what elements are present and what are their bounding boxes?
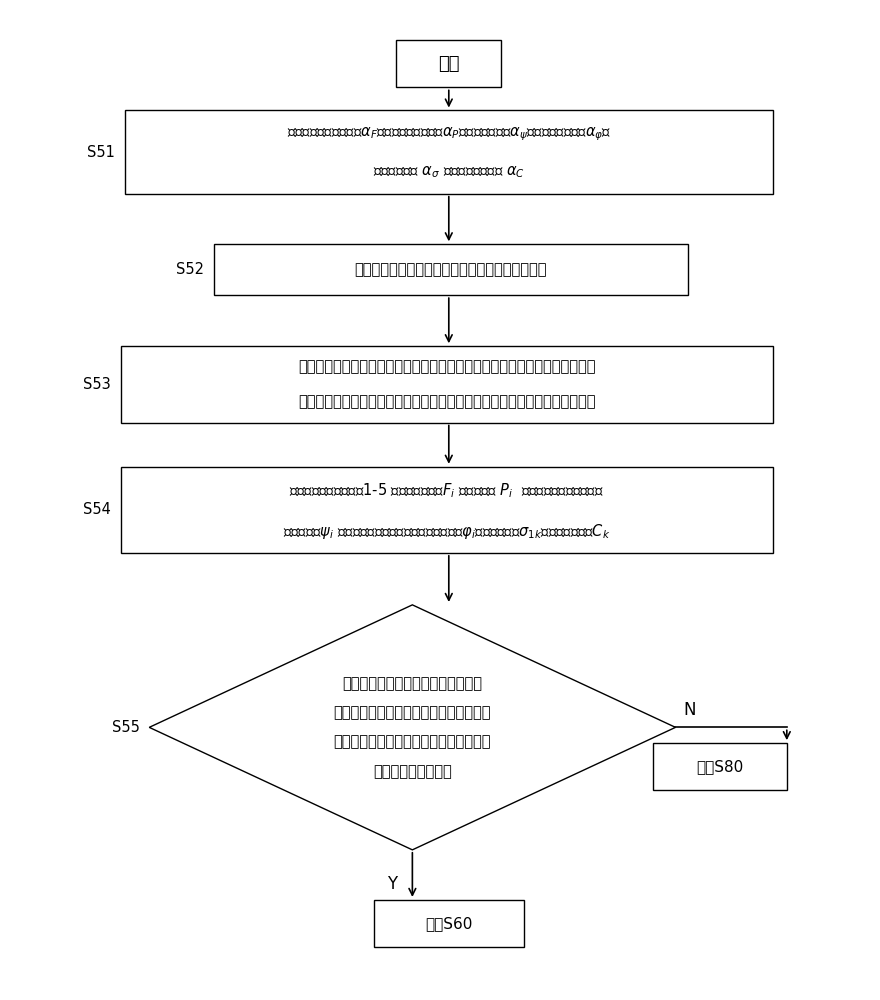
Text: 数打滑因子$\psi_i$ 、用于表述热滑伤的特征参数滑伤指数$\varphi_i$、成品板形值$\sigma_{1k}$、成品板凸度值$C_k$: 数打滑因子$\psi_i$ 、用于表述热滑伤的特征参数滑伤指数$\varphi_… <box>283 522 611 541</box>
Polygon shape <box>150 605 676 850</box>
Text: Y: Y <box>387 875 397 893</box>
Text: 开始: 开始 <box>438 55 459 73</box>
Bar <box>125 110 773 194</box>
Text: 定义轧制压力安全系数$\alpha_F$、轧制功率安全系数$\alpha_P$、打滑安全系数$\alpha_\psi$、热滑伤安全系数$\alpha_\varp: 定义轧制压力安全系数$\alpha_F$、轧制功率安全系数$\alpha_P$、… <box>287 126 611 143</box>
Bar <box>121 346 773 423</box>
Text: N: N <box>684 701 696 719</box>
Text: 步骤S60: 步骤S60 <box>425 916 473 931</box>
Text: 板形偏差系数 $\alpha_\sigma$ 、板凸度偏差系数 $\alpha_C$: 板形偏差系数 $\alpha_\sigma$ 、板凸度偏差系数 $\alpha_… <box>373 164 524 180</box>
Text: S51: S51 <box>87 145 115 160</box>
Bar <box>121 467 773 553</box>
Text: 度的实际值与理论值的比较，得出考虑到现场来料波动等因素给定的安全系数: 度的实际值与理论值的比较，得出考虑到现场来料波动等因素给定的安全系数 <box>298 394 596 410</box>
Text: S52: S52 <box>176 262 204 277</box>
Text: 是否超过机组允许值: 是否超过机组允许值 <box>373 764 451 779</box>
Text: 在考虑安全系数的前提下判断当前规: 在考虑安全系数的前提下判断当前规 <box>342 676 482 691</box>
Text: 根据现场所采集的轧制压力、轧制功率、打滑因子、滑伤指数以及板形与板凸: 根据现场所采集的轧制压力、轧制功率、打滑因子、滑伤指数以及板形与板凸 <box>298 359 596 374</box>
Text: 采集机组特定时间段内所生产所有钢卷的各种参数: 采集机组特定时间段内所生产所有钢卷的各种参数 <box>355 262 547 277</box>
Text: 计算出当前压下规程下1-5 机架的轧制压力$F_i$ 、轧制功率 $P_i$  、用于表述打滑的特征参: 计算出当前压下规程下1-5 机架的轧制压力$F_i$ 、轧制功率 $P_i$ 、… <box>290 481 605 500</box>
Text: 因子、滑伤指数以及板形、板凸度和压靠: 因子、滑伤指数以及板形、板凸度和压靠 <box>334 735 491 750</box>
Text: S53: S53 <box>84 377 111 392</box>
Bar <box>653 743 787 790</box>
Bar <box>214 244 687 295</box>
Text: 程下所有机架轧制压力、轧制功率、打滑: 程下所有机架轧制压力、轧制功率、打滑 <box>334 705 491 720</box>
Text: 步骤S80: 步骤S80 <box>696 759 744 774</box>
Bar <box>374 900 524 947</box>
Bar <box>396 40 502 87</box>
Text: S55: S55 <box>112 720 140 735</box>
Text: S54: S54 <box>84 502 111 517</box>
